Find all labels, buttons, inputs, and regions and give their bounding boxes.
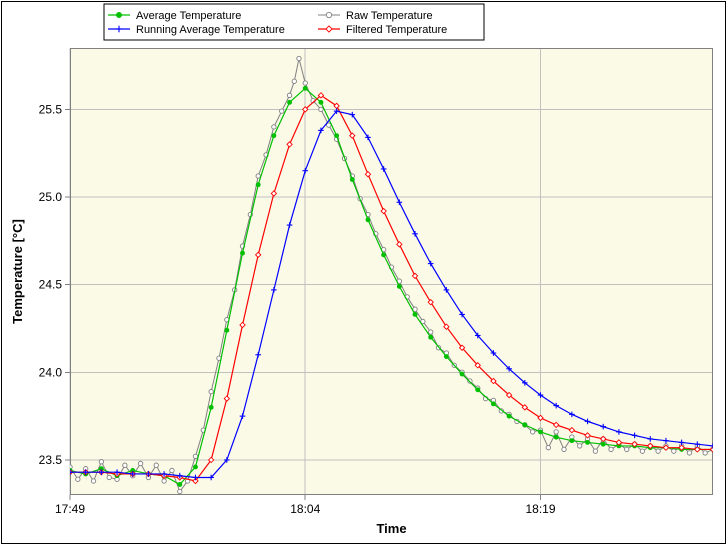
y-tick-label: 24.0 <box>39 365 63 379</box>
x-axis-label: Time <box>376 521 406 536</box>
y-axis-label: Temperature [°C] <box>10 219 25 324</box>
temperature-chart: 17:49 18:04 18:19 23.5 24.0 24.5 25.0 25.5 Time T… <box>0 0 727 545</box>
y-tick-label: 23.5 <box>39 453 63 467</box>
x-tick-label: 18:04 <box>290 502 320 516</box>
x-tick-label: 18:19 <box>525 502 555 516</box>
legend-label-run: Running Average Temperature <box>136 24 285 36</box>
legend-label-filt: Filtered Temperature <box>346 24 447 36</box>
chart-svg: 17:49 18:04 18:19 23.5 24.0 24.5 25.0 25.5 Time T… <box>0 0 727 545</box>
y-tick-label: 25.0 <box>39 190 63 204</box>
y-tick-label: 25.5 <box>39 102 63 116</box>
y-tick-label: 24.5 <box>39 278 63 292</box>
legend-label-raw: Raw Temperature <box>346 10 433 22</box>
legend: Average Temperature Running Average Tempe… <box>104 4 484 40</box>
legend-label-avg: Average Temperature <box>136 10 241 22</box>
x-tick-label: 17:49 <box>55 502 85 516</box>
